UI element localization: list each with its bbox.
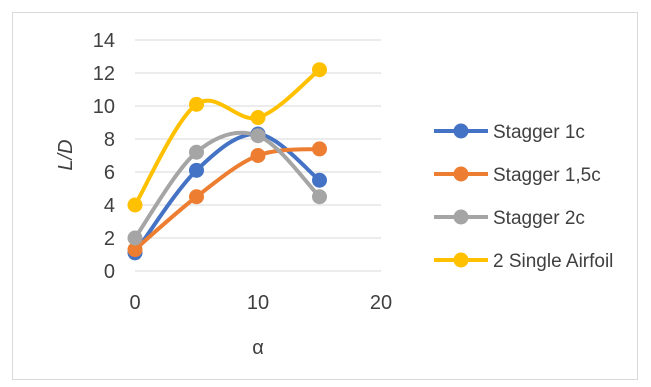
x-axis-title: α — [252, 337, 264, 359]
data-point-stagger-1c — [312, 172, 327, 188]
data-point-stagger-1-5c — [189, 189, 204, 205]
y-tick-label: 8 — [104, 129, 115, 151]
y-tick-label: 0 — [104, 261, 115, 283]
legend-label: Stagger 1,5c — [493, 165, 601, 186]
data-point-stagger-2c — [127, 230, 143, 246]
legend-entry-2-single-airfoil: 2 Single Airfoil — [434, 251, 613, 272]
series-line-stagger-1c — [133, 132, 322, 255]
series-points — [127, 62, 327, 261]
legend-label: Stagger 1c — [493, 122, 585, 143]
data-point-stagger-2c — [189, 144, 204, 160]
legend-entry-stagger-2c: Stagger 2c — [434, 208, 585, 229]
data-point-2-single-airfoil — [127, 197, 143, 213]
y-tick-label: 14 — [93, 30, 115, 52]
x-tick-label: 10 — [247, 292, 269, 314]
legend-swatch-marker — [453, 252, 469, 268]
y-tick-label: 2 — [104, 228, 115, 250]
series-line-2-single-airfoil — [133, 67, 322, 207]
series-line-stagger-2c — [133, 130, 322, 240]
legend-swatch-marker — [453, 166, 469, 182]
series-line-stagger-1-5c — [133, 146, 322, 252]
x-tick-labels: 0 10 20 — [129, 292, 392, 314]
legend-label: 2 Single Airfoil — [493, 251, 613, 272]
x-tick-label: 20 — [370, 292, 392, 314]
x-tick-label: 0 — [129, 292, 140, 314]
data-point-stagger-1-5c — [250, 148, 266, 163]
legend-entry-stagger-1-5c: Stagger 1,5c — [434, 165, 601, 186]
legend: Stagger 1c Stagger 1,5c Stagger 2c 2 Single… — [434, 122, 613, 272]
legend-label: Stagger 2c — [493, 208, 585, 229]
legend-swatch-marker — [453, 209, 469, 225]
data-point-2-single-airfoil — [312, 62, 327, 78]
y-tick-label: 4 — [104, 195, 115, 217]
y-tick-label: 12 — [93, 63, 115, 85]
y-tick-labels: 0 2 4 6 8 10 12 14 — [93, 30, 115, 283]
data-point-stagger-2c — [312, 189, 327, 205]
y-tick-label: 10 — [93, 96, 115, 118]
y-axis-title: L/D — [55, 139, 77, 170]
data-point-stagger-1-5c — [312, 141, 327, 157]
data-point-2-single-airfoil — [250, 110, 266, 126]
data-point-stagger-1c — [189, 162, 204, 178]
data-point-2-single-airfoil — [189, 96, 204, 112]
legend-swatch-marker — [453, 123, 469, 139]
legend-entry-stagger-1c: Stagger 1c — [434, 122, 585, 143]
y-tick-label: 6 — [104, 162, 115, 184]
data-point-stagger-2c — [250, 128, 266, 144]
series-lines — [133, 67, 322, 255]
data-point-stagger-1-5c — [127, 242, 143, 258]
